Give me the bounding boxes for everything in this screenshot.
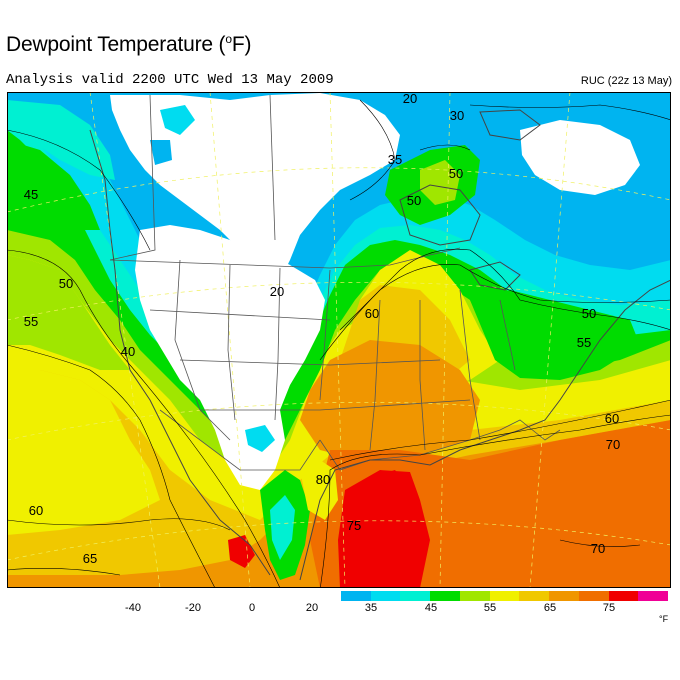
legend-tick-label: 45	[424, 602, 438, 614]
contour-label: 20	[270, 284, 284, 299]
contour-label: 70	[606, 437, 620, 452]
contour-label: 80	[316, 472, 330, 487]
chart-title: Dewpoint Temperature (oF)	[6, 32, 252, 56]
field-greatlakes-lime	[420, 160, 460, 205]
contour-label: 60	[29, 503, 43, 518]
contour-label: 35	[388, 152, 402, 167]
legend-color-cell	[638, 591, 669, 601]
legend-unit: °F	[659, 614, 669, 624]
contour-label: 40	[121, 344, 135, 359]
field-pacific-yellow	[7, 370, 160, 535]
legend-color-cell	[400, 591, 431, 601]
contour-label: 65	[83, 551, 97, 566]
legend-color-cell	[519, 591, 550, 601]
contour-lines	[7, 99, 671, 588]
contour-label-group: 20 30 35 50 50 45 50 55 40 20 60 50 55 60 70 80 75 60 65 70	[24, 92, 620, 566]
legend-color-cell	[549, 591, 579, 601]
field-teal-patch-2	[245, 425, 275, 452]
field-pacific-limegreen	[7, 255, 130, 370]
lat-lon-grid	[7, 92, 671, 588]
field-blue-patch-1	[150, 140, 172, 165]
legend-tick-label: -20	[185, 602, 201, 614]
contour-label: 55	[577, 335, 591, 350]
legend-color-cell	[608, 591, 639, 601]
field-dry-canada	[110, 93, 400, 280]
contour-label: 60	[605, 411, 619, 426]
field-mexico-teal	[270, 495, 295, 560]
political-boundaries	[109, 94, 561, 471]
legend-tick-label: 65	[543, 602, 557, 614]
contour-label: 70	[591, 541, 605, 556]
legend-tick-label: 55	[483, 602, 497, 614]
field-75-80-gulf	[338, 470, 430, 588]
dewpoint-map: 20 30 35 50 50 45 50 55 40 20 60 50 55 60 70 80 75 60 65 70	[7, 92, 671, 588]
contour-label: 20	[403, 92, 417, 106]
legend-color-cell	[578, 591, 609, 601]
field-red-blob	[378, 470, 410, 505]
contour-label: 55	[24, 314, 38, 329]
color-legend-bar	[341, 591, 669, 601]
field-south-orange	[300, 340, 480, 460]
contour-label: 50	[407, 193, 421, 208]
legend-color-cell	[489, 591, 520, 601]
legend-color-cell	[430, 591, 460, 601]
model-run-label: RUC (22z 13 May)	[580, 75, 672, 87]
field-teal-patch-1	[160, 105, 195, 135]
legend-tick-label: 20	[305, 602, 319, 614]
legend-tick-label: 75	[602, 602, 616, 614]
color-legend-ticks: -40 -20 0 20 35 45 55 65 75	[0, 602, 680, 618]
field-dry-west	[135, 225, 325, 490]
valid-time-label: Analysis valid 2200 UTC Wed 13 May 2009	[6, 72, 334, 88]
contour-label: 75	[347, 518, 361, 533]
legend-color-cell	[459, 591, 490, 601]
legend-tick-label: 35	[364, 602, 378, 614]
field-pacific-nw-green	[7, 140, 100, 230]
contour-label: 50	[449, 166, 463, 181]
contour-label: 45	[24, 187, 38, 202]
legend-color-cell	[370, 591, 401, 601]
legend-color-cell	[341, 591, 371, 601]
field-pacific-nw-teal	[7, 100, 115, 180]
contour-label: 30	[450, 108, 464, 123]
field-dry-quebec	[520, 120, 640, 195]
contour-label: 50	[582, 306, 596, 321]
contour-label: 60	[365, 306, 379, 321]
map-canvas: 20 30 35 50 50 45 50 55 40 20 60 50 55 60 70 80 75 60 65 70	[7, 92, 671, 588]
field-mexico-yellow	[300, 460, 338, 520]
contour-label: 50	[59, 276, 73, 291]
map-frame	[7, 92, 671, 588]
legend-tick-label: -40	[125, 602, 141, 614]
legend-tick-label: 0	[248, 602, 256, 614]
